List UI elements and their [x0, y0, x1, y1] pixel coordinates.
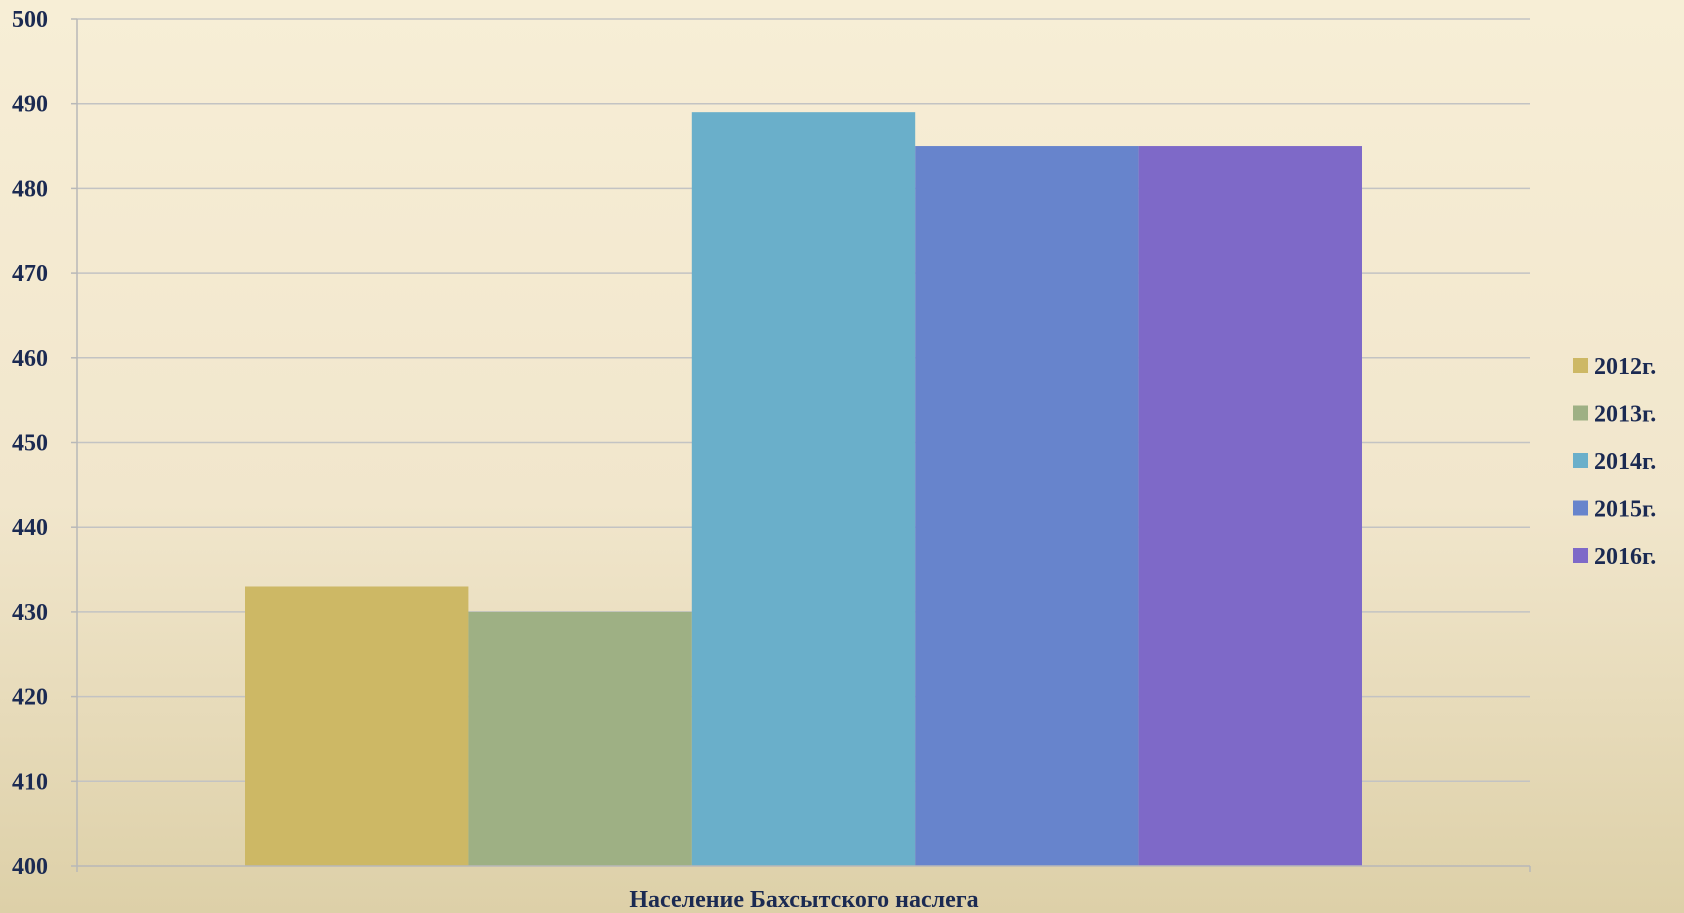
y-tick-label: 500 [12, 7, 48, 33]
bar-2012г. [245, 586, 469, 866]
legend-swatch [1573, 405, 1588, 421]
bars [245, 112, 1362, 867]
y-tick-label: 450 [12, 431, 48, 457]
bar-2016г. [1138, 146, 1362, 867]
bar-2013г. [468, 611, 692, 866]
y-axis: 400 410 420 430 440 450 460 470 480 490 500 [12, 7, 78, 880]
y-tick-label: 400 [12, 854, 48, 880]
legend-label: 2012г. [1594, 354, 1656, 380]
x-axis: Население Бахсытского наслега [76, 865, 1531, 913]
legend-swatch [1573, 548, 1588, 563]
y-tick-label: 430 [12, 600, 48, 626]
category-label: Население Бахсытского наслега [629, 887, 978, 913]
y-tick-label: 420 [12, 685, 48, 711]
y-tick-label: 410 [12, 769, 48, 795]
legend-label: 2013г. [1594, 402, 1656, 428]
y-tick-label: 440 [12, 515, 48, 541]
y-tick-label: 460 [12, 346, 48, 372]
legend-label: 2014г. [1594, 449, 1656, 475]
legend: 2012г. 2013г. 2014г. 2015г. 2016г. [1573, 354, 1656, 570]
y-tick-label: 470 [12, 261, 48, 287]
legend-swatch [1573, 453, 1588, 468]
y-tick-label: 490 [12, 92, 48, 118]
legend-swatch [1573, 358, 1588, 373]
bar-2014г. [691, 112, 916, 867]
bar-2015г. [915, 146, 1139, 867]
legend-swatch [1573, 500, 1588, 516]
legend-label: 2015г. [1594, 497, 1656, 523]
y-tick-label: 480 [12, 176, 48, 202]
legend-label: 2016г. [1594, 544, 1656, 570]
